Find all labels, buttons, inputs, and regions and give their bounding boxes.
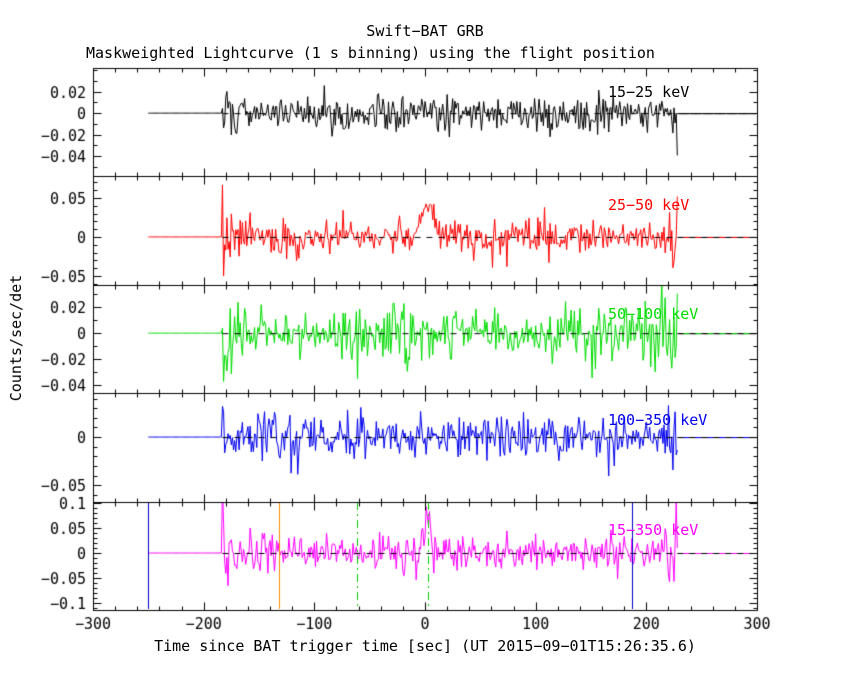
energy-band-label-15-350: 15−350 keV — [608, 521, 699, 539]
x-axis-label: Time since BAT trigger time [sec] (UT 20… — [154, 637, 696, 655]
energy-band-label-100-350: 100−350 keV — [608, 411, 708, 429]
energy-band-label-15-25: 15−25 keV — [608, 83, 690, 101]
y-axis-label: Counts/sec/det — [7, 274, 25, 402]
chart-title: Swift−BAT GRB — [366, 22, 484, 40]
energy-band-label-50-100: 50−100 keV — [608, 305, 699, 323]
chart-subtitle: Maskweighted Lightcurve (1 s binning) us… — [86, 44, 655, 62]
energy-band-label-25-50: 25−50 keV — [608, 196, 690, 214]
